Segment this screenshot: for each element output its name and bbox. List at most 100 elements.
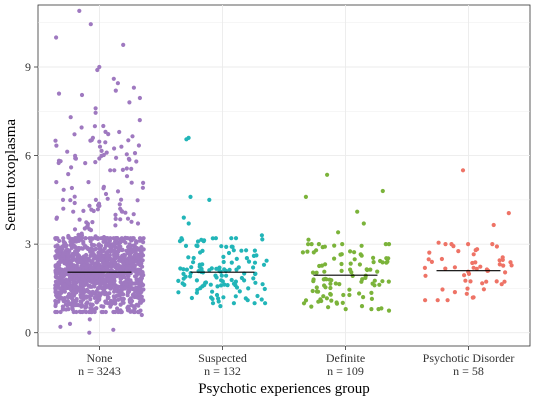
data-point	[462, 273, 467, 278]
data-point	[95, 67, 100, 73]
data-point	[188, 271, 193, 276]
data-point	[89, 306, 94, 311]
data-point	[113, 212, 118, 217]
data-point	[132, 151, 138, 156]
data-point	[74, 290, 79, 295]
data-point	[56, 91, 62, 96]
data-point	[317, 263, 322, 269]
data-point	[314, 285, 319, 290]
data-point	[314, 248, 319, 253]
data-point	[369, 307, 374, 312]
data-point	[229, 277, 234, 283]
data-point	[93, 306, 98, 312]
data-point	[135, 198, 140, 203]
data-point	[329, 278, 334, 283]
data-point	[111, 327, 116, 332]
y-tick-label: 0	[25, 326, 31, 340]
data-point	[95, 207, 100, 212]
data-point	[101, 239, 106, 244]
data-point	[68, 115, 73, 120]
data-point	[116, 263, 121, 268]
data-point	[124, 174, 130, 179]
data-point	[81, 208, 86, 213]
data-point	[60, 197, 66, 202]
data-point	[96, 236, 101, 241]
data-point	[111, 294, 116, 299]
data-point	[189, 265, 194, 270]
data-point	[132, 306, 137, 311]
data-point	[136, 269, 141, 274]
x-category-label: Suspected	[198, 351, 247, 365]
data-point	[109, 277, 114, 282]
data-point	[213, 236, 218, 241]
data-point	[90, 279, 95, 284]
plot-panel	[37, 4, 531, 347]
data-point	[305, 249, 310, 254]
data-point	[125, 216, 131, 221]
data-point	[66, 172, 71, 177]
data-point	[234, 256, 239, 261]
data-point	[253, 280, 258, 285]
data-point	[54, 216, 59, 221]
data-point	[72, 263, 77, 268]
data-point	[55, 280, 60, 285]
data-point	[125, 266, 130, 271]
data-point	[76, 253, 82, 258]
y-axis-title: Serum toxoplasma	[3, 119, 19, 231]
data-point	[252, 301, 257, 306]
data-point	[121, 261, 126, 266]
series-definite	[300, 172, 392, 313]
data-point	[113, 88, 118, 93]
x-category-label: Psychotic Disorder	[423, 351, 515, 365]
data-point	[244, 256, 249, 261]
data-point	[59, 273, 64, 278]
data-point	[125, 290, 130, 296]
data-point	[90, 260, 95, 265]
data-point	[471, 265, 476, 270]
data-point	[202, 283, 207, 288]
data-point	[423, 273, 428, 278]
data-point	[106, 261, 111, 266]
data-point	[246, 286, 251, 291]
data-point	[333, 281, 338, 286]
data-point	[127, 244, 132, 249]
data-point	[202, 238, 207, 243]
data-point	[137, 118, 142, 123]
data-point	[62, 298, 67, 303]
y-tick-label: 3	[25, 237, 31, 251]
data-point	[127, 260, 133, 265]
data-point	[58, 290, 63, 295]
data-point	[129, 180, 134, 185]
data-point	[369, 296, 374, 301]
data-point	[96, 201, 102, 206]
data-point	[233, 294, 238, 299]
data-point	[76, 303, 81, 308]
data-point	[368, 267, 373, 272]
data-point	[104, 236, 110, 241]
data-point	[131, 85, 136, 90]
data-point	[78, 286, 83, 291]
data-point	[225, 283, 230, 288]
data-point	[77, 217, 82, 222]
data-point	[386, 308, 392, 313]
data-point	[131, 212, 136, 217]
data-point	[71, 302, 76, 307]
data-point	[97, 139, 102, 144]
data-point	[105, 296, 110, 301]
data-point	[90, 251, 95, 256]
data-point	[135, 255, 140, 260]
data-point	[76, 232, 81, 237]
data-point	[306, 242, 311, 247]
data-point	[97, 64, 102, 70]
data-point	[131, 292, 136, 297]
data-point	[99, 304, 104, 309]
data-point	[189, 295, 194, 301]
data-point	[137, 95, 142, 101]
data-point	[436, 240, 441, 245]
data-point	[87, 263, 92, 268]
data-point	[108, 256, 113, 262]
data-point	[221, 254, 226, 259]
data-point	[66, 253, 71, 258]
data-point	[127, 252, 133, 257]
